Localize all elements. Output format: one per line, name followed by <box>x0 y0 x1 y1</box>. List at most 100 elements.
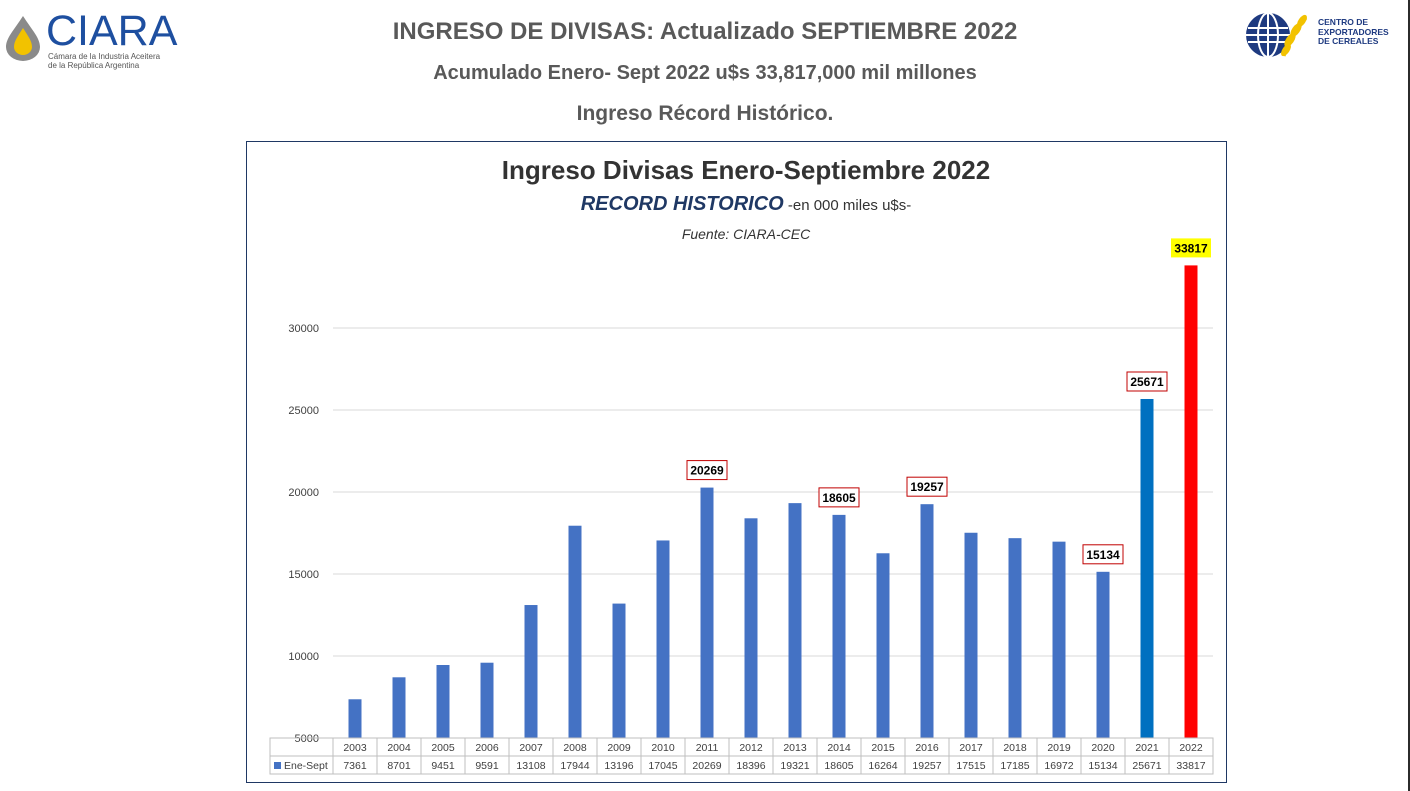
bar-2021 <box>1140 398 1154 738</box>
bar-2014 <box>832 514 846 738</box>
x-tick-label: 2019 <box>1047 742 1071 754</box>
x-tick-label: 2012 <box>739 742 763 754</box>
x-tick-label: 2009 <box>607 742 631 754</box>
x-tick-label: 2022 <box>1179 742 1203 754</box>
chart-source: Fuente: CIARA-CEC <box>681 226 811 242</box>
data-table-value: 9451 <box>431 760 455 772</box>
x-tick-label: 2021 <box>1135 742 1159 754</box>
data-label-2021: 25671 <box>1130 375 1164 389</box>
data-table-value: 16972 <box>1044 760 1073 772</box>
x-tick-label: 2003 <box>343 742 367 754</box>
chart-subtitle: RECORD HISTORICO -en 000 miles u$s- <box>246 193 1246 216</box>
x-tick-label: 2008 <box>563 742 587 754</box>
data-label-box-2020 <box>1082 544 1124 565</box>
header-title: INGRESO DE DIVISAS: Actualizado SEPTIEMB… <box>392 18 1018 45</box>
x-tick-label: 2011 <box>696 742 719 754</box>
header-subtitle: Acumulado Enero- Sept 2022 u$s 33,817,00… <box>433 62 977 84</box>
bar-2012 <box>744 518 758 738</box>
bar-2011 <box>700 487 714 738</box>
y-tick-label: 15000 <box>288 569 319 581</box>
page-right-border <box>1408 0 1410 791</box>
data-label-box-2021 <box>1126 371 1168 392</box>
bar-2015 <box>876 553 890 738</box>
cec-text: CENTRO DE EXPORTADORES DE CEREALES <box>1318 17 1389 47</box>
data-label-box-2011 <box>686 460 728 481</box>
data-label-box-2016 <box>906 476 948 497</box>
bar-2003 <box>348 699 362 738</box>
bar-2007 <box>524 605 538 738</box>
chart-subtitle-unit: -en 000 miles u$s- <box>783 197 912 214</box>
data-table-value: 16264 <box>868 760 897 772</box>
data-table-value: 13196 <box>604 760 633 772</box>
y-tick-label: 10000 <box>288 651 319 663</box>
ciara-subtitle-line1: Cámara de la Industria Aceitera <box>48 52 161 61</box>
data-table-value: 19257 <box>912 760 941 772</box>
x-tick-label: 2004 <box>387 742 411 754</box>
cec-line2: EXPORTADORES <box>1318 26 1389 37</box>
ciara-logo: CIARA Cámara de la Industria Aceitera de… <box>2 8 182 70</box>
data-table-value: 19321 <box>780 760 809 772</box>
bar-2018 <box>1008 538 1022 738</box>
bar-2004 <box>392 677 406 738</box>
bar-2008 <box>568 525 582 738</box>
ciara-wordmark: CIARA <box>46 7 178 55</box>
data-table-value: 15134 <box>1088 760 1117 772</box>
x-tick-label: 2018 <box>1003 742 1027 754</box>
data-label-2011: 20269 <box>690 464 724 478</box>
bar-2010 <box>656 540 670 738</box>
data-table-value: 8701 <box>387 760 411 772</box>
data-label-2022: 33817 <box>1174 241 1208 255</box>
data-label-box-2014 <box>818 487 860 508</box>
x-tick-label: 2006 <box>475 742 499 754</box>
data-table-value: 9591 <box>475 760 499 772</box>
bar-2022 <box>1184 265 1198 738</box>
bar-2017 <box>964 532 978 738</box>
cec-line3: DE CEREALES <box>1318 36 1379 46</box>
bar-2009 <box>612 603 626 738</box>
data-label-2016: 19257 <box>910 480 944 494</box>
data-table-value: 18396 <box>736 760 765 772</box>
header-record-note: Ingreso Récord Histórico. <box>576 102 834 125</box>
x-tick-label: 2010 <box>651 742 675 754</box>
bar-2005 <box>436 665 450 738</box>
data-label-box-2022 <box>1171 238 1211 258</box>
y-tick-label: 25000 <box>288 405 319 417</box>
x-tick-label: 2015 <box>871 742 895 754</box>
bar-2013 <box>788 503 802 738</box>
y-tick-label: 30000 <box>288 323 319 335</box>
legend-swatch <box>274 762 281 769</box>
ciara-subtitle: Cámara de la Industria Aceitera de la Re… <box>48 52 188 70</box>
bar-2019 <box>1052 541 1066 738</box>
data-table-value: 25671 <box>1132 760 1161 772</box>
chart-title: Ingreso Divisas Enero-Septiembre 2022 <box>501 155 991 185</box>
data-table-value: 20269 <box>692 760 721 772</box>
data-table-value: 18605 <box>824 760 853 772</box>
ciara-subtitle-line2: de la República Argentina <box>48 61 140 70</box>
x-tick-label: 2007 <box>519 742 543 754</box>
globe-wheat-icon <box>1246 12 1308 58</box>
legend-label: Ene-Sept <box>284 760 328 772</box>
x-tick-label: 2013 <box>783 742 807 754</box>
data-table-value: 33817 <box>1176 760 1205 772</box>
bar-2020 <box>1096 571 1110 738</box>
data-table-value: 13108 <box>516 760 545 772</box>
x-tick-label: 2014 <box>827 742 851 754</box>
bar-2016 <box>920 504 934 738</box>
chart-subtitle-emphasis: RECORD HISTORICO <box>580 193 784 215</box>
data-label-2020: 15134 <box>1086 548 1120 562</box>
data-label-2014: 18605 <box>822 491 856 505</box>
chart-frame <box>246 141 1227 783</box>
data-table-value: 17515 <box>956 760 985 772</box>
x-tick-label: 2020 <box>1091 742 1115 754</box>
data-table-value: 17944 <box>560 760 589 772</box>
data-table-value: 17045 <box>648 760 677 772</box>
cec-logo: CENTRO DE EXPORTADORES DE CEREALES <box>1244 6 1404 64</box>
y-tick-label: 20000 <box>288 487 319 499</box>
x-tick-label: 2017 <box>959 742 983 754</box>
bar-2006 <box>480 662 494 738</box>
x-tick-label: 2005 <box>431 742 455 754</box>
oil-drop-icon <box>6 16 40 61</box>
data-table-value: 7361 <box>343 760 367 772</box>
cec-line1: CENTRO DE <box>1318 17 1369 27</box>
